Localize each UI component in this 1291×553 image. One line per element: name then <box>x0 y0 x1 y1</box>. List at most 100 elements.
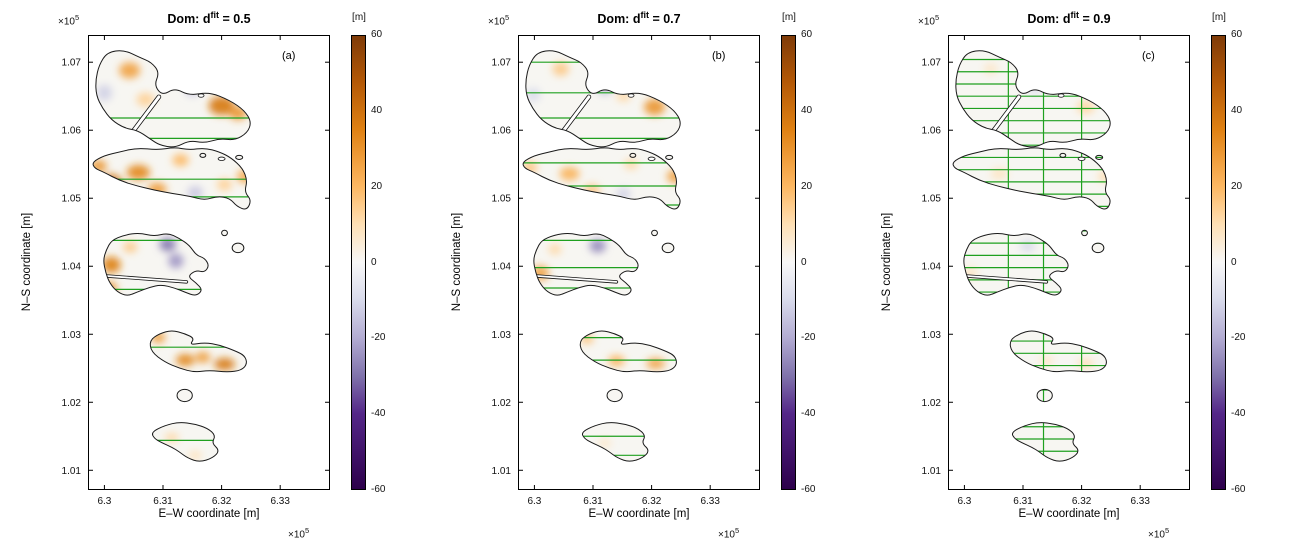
svg-text:6.3: 6.3 <box>97 496 111 507</box>
colorbar-tick-label: -40 <box>1231 408 1246 420</box>
colorbar-tick-labels: 60 40 20 0 -20 -40 -60 <box>371 0 407 553</box>
colorbar-tick-labels: 60 40 20 0 -20 -40 -60 <box>1231 0 1267 553</box>
exp-power: 5 <box>1164 526 1170 535</box>
exp-power: 5 <box>934 13 940 22</box>
svg-text:1.02: 1.02 <box>492 398 512 409</box>
colorbar-tick-label: 60 <box>371 29 383 40</box>
colorbar-tick-label: 20 <box>371 180 383 192</box>
panel-title-sup: fit <box>640 10 649 20</box>
colorbar-tick-label: 0 <box>1231 256 1237 268</box>
x-axis-label: E–W coordinate [m] <box>158 508 260 520</box>
colorbar-tick-label: 0 <box>371 256 377 268</box>
x-axis-exponent: ×105 <box>288 526 309 540</box>
exp-power: 5 <box>304 526 310 535</box>
colorbar-unit-label: [m] <box>782 12 796 23</box>
panel-letter: (c) <box>1142 50 1155 62</box>
svg-text:6.32: 6.32 <box>212 496 232 507</box>
svg-text:1.06: 1.06 <box>922 126 942 137</box>
svg-text:6.3: 6.3 <box>527 496 541 507</box>
panel-letter: (a) <box>282 50 296 62</box>
colorbar-tick-label: 20 <box>1231 180 1243 192</box>
colorbar <box>1211 35 1226 490</box>
exp-power: 5 <box>734 526 740 535</box>
svg-text:6.31: 6.31 <box>583 496 603 507</box>
x-axis-exponent: ×105 <box>1148 526 1169 540</box>
svg-text:6.33: 6.33 <box>1130 496 1150 507</box>
panel-c: Dom: dfit = 0.9 ×105 N–S coordinate [m] … <box>860 0 1290 553</box>
colorbar-tick-label: -60 <box>801 484 816 495</box>
svg-text:6.3: 6.3 <box>957 496 971 507</box>
colorbar-tick-label: -60 <box>371 484 386 495</box>
colorbar-tick-label: 60 <box>1231 29 1243 40</box>
svg-text:1.06: 1.06 <box>492 126 512 137</box>
svg-text:6.32: 6.32 <box>642 496 662 507</box>
y-axis-exponent: ×105 <box>488 13 509 27</box>
exp-base: ×10 <box>488 16 505 28</box>
x-axis-exponent: ×105 <box>718 526 739 540</box>
panel-title-text: Dom: d <box>597 12 641 27</box>
colorbar-unit-label: [m] <box>352 12 366 23</box>
colorbar-tick-labels: 60 40 20 0 -20 -40 -60 <box>801 0 837 553</box>
colorbar-tick-label: 40 <box>371 104 383 116</box>
colorbar-tick-label: 60 <box>801 29 813 40</box>
exp-base: ×10 <box>58 16 75 28</box>
svg-text:1.01: 1.01 <box>62 466 82 477</box>
y-axis-label: N–S coordinate [m] <box>21 212 33 312</box>
svg-text:1.04: 1.04 <box>492 262 512 273</box>
exp-base: ×10 <box>1148 529 1165 541</box>
svg-text:1.03: 1.03 <box>492 330 512 341</box>
x-axis-label: E–W coordinate [m] <box>588 508 690 520</box>
colorbar-unit-label: [m] <box>1212 12 1226 23</box>
y-axis-exponent: ×105 <box>58 13 79 27</box>
colorbar-tick-label: -20 <box>1231 332 1246 344</box>
svg-text:1.03: 1.03 <box>62 330 82 341</box>
svg-text:1.05: 1.05 <box>922 194 942 205</box>
y-axis-label: N–S coordinate [m] <box>881 212 893 312</box>
map-plot: 6.3 6.31 6.32 6.33 1.01 1.02 1.03 1.04 1.05 1.06 1… <box>492 35 760 507</box>
colorbar-tick-label: 40 <box>1231 104 1243 116</box>
panel-title-text: Dom: d <box>167 12 211 27</box>
colorbar-tick-label: -40 <box>801 408 816 420</box>
exp-base: ×10 <box>918 16 935 28</box>
colorbar <box>351 35 366 490</box>
panel-a: Dom: dfit = 0.5 ×105 N–S coordinate [m] … <box>0 0 430 553</box>
panel-title: Dom: dfit = 0.5 <box>88 10 330 26</box>
svg-text:1.01: 1.01 <box>492 466 512 477</box>
colorbar-tick-label: 0 <box>801 256 807 268</box>
svg-text:1.03: 1.03 <box>922 330 942 341</box>
map-plot: 6.3 6.31 6.32 6.33 1.01 1.02 1.03 1.04 1.05 1.06 1… <box>62 35 330 507</box>
panel-title-sup: fit <box>210 10 219 20</box>
colorbar-tick-label: -60 <box>1231 484 1246 495</box>
svg-text:6.33: 6.33 <box>700 496 720 507</box>
svg-text:1.07: 1.07 <box>62 58 82 69</box>
panel-title: Dom: dfit = 0.7 <box>518 10 760 26</box>
svg-text:6.31: 6.31 <box>1013 496 1033 507</box>
panel-title-suffix: = 0.5 <box>218 12 251 27</box>
exp-power: 5 <box>74 13 80 22</box>
svg-text:1.04: 1.04 <box>922 262 942 273</box>
panel-b: Dom: dfit = 0.7 ×105 N–S coordinate [m] … <box>430 0 860 553</box>
y-axis-exponent: ×105 <box>918 13 939 27</box>
panel-title-suffix: = 0.7 <box>648 12 681 27</box>
svg-text:1.02: 1.02 <box>62 398 82 409</box>
svg-text:1.05: 1.05 <box>62 194 82 205</box>
exp-base: ×10 <box>288 529 305 541</box>
colorbar <box>781 35 796 490</box>
svg-text:1.02: 1.02 <box>922 398 942 409</box>
svg-text:1.05: 1.05 <box>492 194 512 205</box>
x-axis-label: E–W coordinate [m] <box>1018 508 1120 520</box>
colorbar-tick-label: -20 <box>371 332 386 344</box>
exp-power: 5 <box>504 13 510 22</box>
svg-text:6.31: 6.31 <box>153 496 173 507</box>
colorbar-tick-label: 40 <box>801 104 813 116</box>
panel-title: Dom: dfit = 0.9 <box>948 10 1190 26</box>
panel-title-text: Dom: d <box>1027 12 1071 27</box>
y-axis-label: N–S coordinate [m] <box>451 212 463 312</box>
colorbar-tick-label: -40 <box>371 408 386 420</box>
panel-title-sup: fit <box>1070 10 1079 20</box>
exp-base: ×10 <box>718 529 735 541</box>
svg-text:1.01: 1.01 <box>922 466 942 477</box>
svg-text:1.07: 1.07 <box>492 58 512 69</box>
colorbar-tick-label: 20 <box>801 180 813 192</box>
